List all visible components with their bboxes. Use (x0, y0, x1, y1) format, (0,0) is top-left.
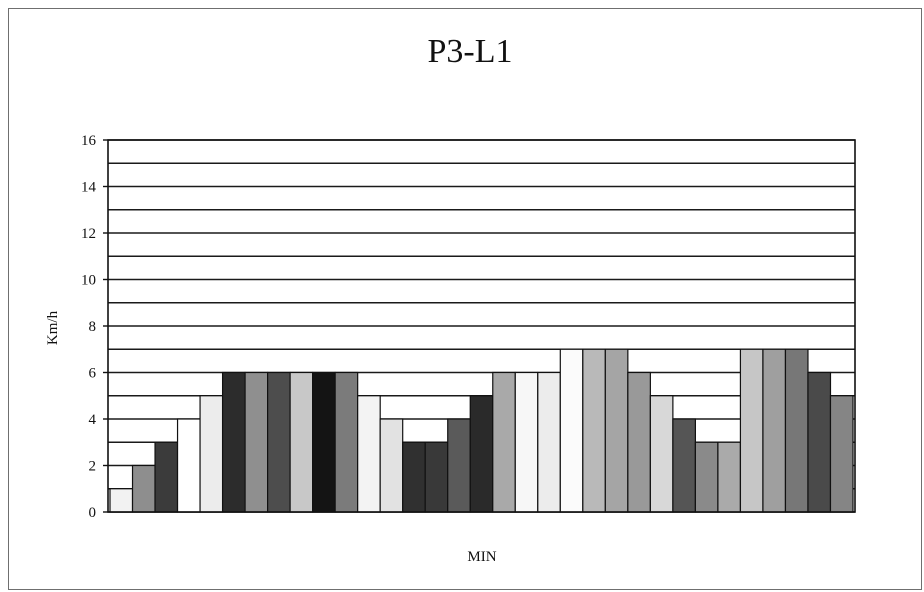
bar (717, 441, 742, 513)
bar (379, 418, 404, 513)
bar (221, 371, 246, 513)
x-axis-label: MIN (467, 549, 496, 565)
y-tick-label: 14 (81, 180, 97, 196)
bar (109, 488, 134, 513)
bar (312, 371, 336, 513)
bar (267, 371, 291, 513)
bar (244, 371, 269, 513)
chart-title: P3-L1 (428, 33, 513, 70)
bar (492, 371, 516, 513)
bar (649, 395, 674, 513)
bar (199, 395, 224, 513)
y-tick-label: 12 (81, 226, 96, 242)
y-tick-label: 16 (81, 133, 97, 149)
y-tick-labels: 0 2 4 6 8 10 12 14 16 (81, 133, 97, 521)
bar (829, 395, 854, 513)
axes (103, 139, 856, 513)
y-tick-label: 8 (89, 319, 97, 335)
bar (424, 441, 449, 513)
bar (176, 418, 201, 513)
bar (514, 371, 539, 513)
bar (447, 418, 471, 513)
bar (604, 348, 629, 513)
bar (357, 395, 381, 513)
bar (334, 371, 359, 513)
bar (131, 464, 156, 513)
y-tick-label: 4 (89, 412, 97, 428)
bar (784, 348, 809, 513)
bar (694, 441, 719, 513)
y-tick-label: 10 (81, 273, 96, 289)
y-tick-label: 0 (89, 505, 97, 521)
bar (739, 348, 764, 513)
bar (762, 348, 787, 513)
bar (582, 348, 606, 513)
bar (402, 441, 426, 513)
bar (672, 418, 697, 513)
bar (289, 371, 314, 513)
y-tick-label: 2 (89, 459, 97, 475)
bar (627, 371, 651, 513)
bar (559, 348, 584, 513)
bar (154, 441, 179, 513)
y-axis-label: Km/h (45, 310, 61, 345)
bar (807, 371, 832, 513)
bar (537, 371, 561, 513)
bar (469, 395, 494, 513)
y-tick-label: 6 (89, 366, 97, 382)
